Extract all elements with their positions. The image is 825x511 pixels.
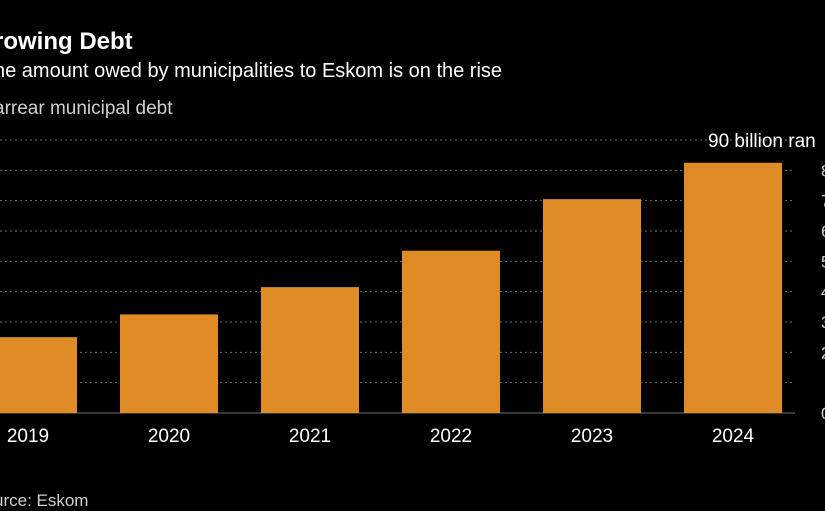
x-tick-label: 2023 <box>571 426 613 447</box>
y-tick-label: 0 <box>821 404 825 423</box>
y-tick-label: 5 <box>821 252 825 271</box>
bar-2022 <box>402 250 500 413</box>
bar-2021 <box>261 287 359 413</box>
y-tick-label: 2 <box>821 343 825 362</box>
bar-2019 <box>0 337 77 413</box>
chart-subtitle: he amount owed by municipalities to Esko… <box>0 60 503 82</box>
gridlines <box>0 139 795 414</box>
y-tick-label: 3 <box>821 313 825 332</box>
y-tick-label: 8 <box>821 161 825 180</box>
y-unit-label: 90 billion ran <box>708 131 816 152</box>
y-tick-label: 4 <box>821 283 825 302</box>
bar-2024 <box>684 162 782 413</box>
bars <box>0 162 782 413</box>
chart-title: rowing Debt <box>0 28 133 55</box>
x-tick-label: 2020 <box>148 426 190 447</box>
source-note: urce: Eskom <box>0 491 89 510</box>
y-tick-label: 7 <box>821 192 825 211</box>
legend-label: arrear municipal debt <box>0 98 173 119</box>
x-tick-label: 2024 <box>712 426 755 447</box>
y-tick-label: 6 <box>821 222 825 241</box>
y-tick-labels: 0 2 3 4 5 6 7 8 90 billion ran <box>708 131 825 423</box>
x-tick-label: 2019 <box>7 426 49 447</box>
x-tick-labels: 2019 2020 2021 2022 2023 2024 <box>7 426 755 447</box>
x-tick-label: 2022 <box>430 426 472 447</box>
bar-2020 <box>120 314 218 413</box>
x-tick-label: 2021 <box>289 426 331 447</box>
bar-2023 <box>543 199 641 413</box>
